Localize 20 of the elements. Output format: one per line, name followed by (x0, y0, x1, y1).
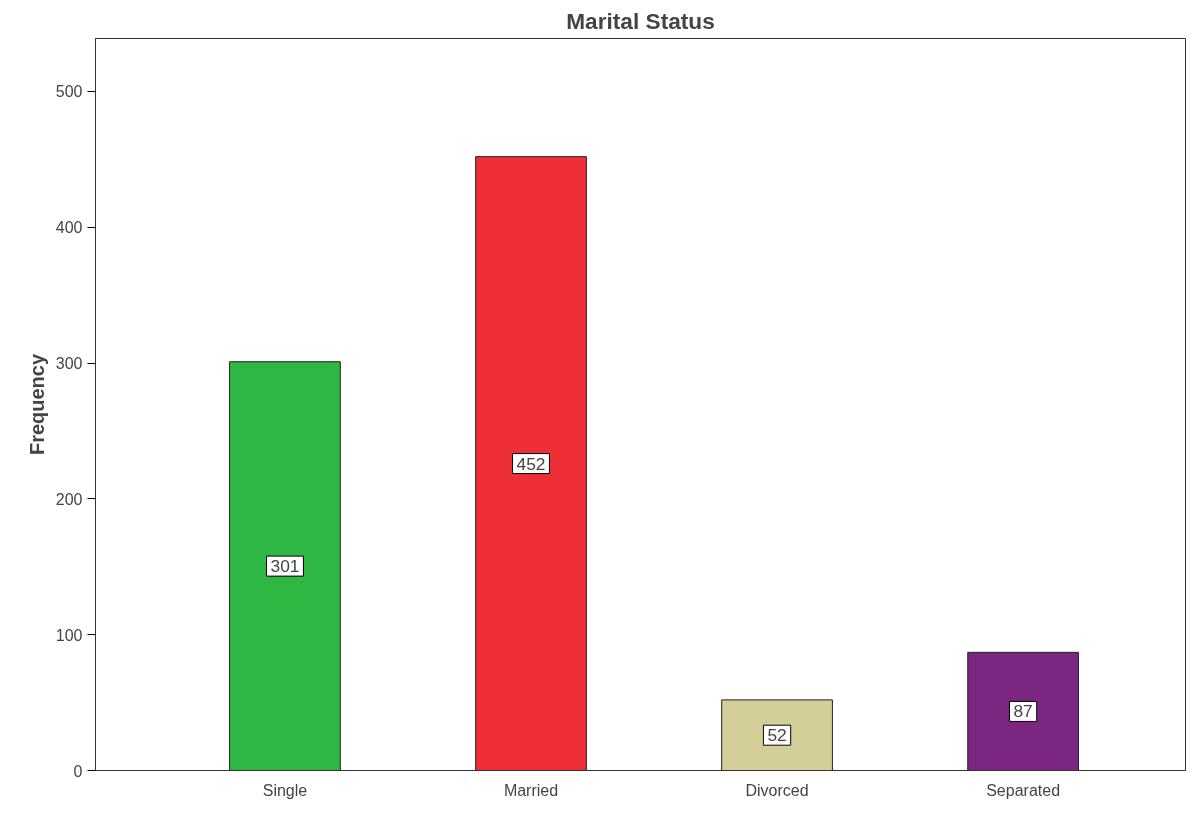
y-tick-label: 200 (55, 490, 83, 508)
x-tick-label: Separated (986, 781, 1061, 799)
data-label: 52 (767, 725, 787, 746)
y-tick-label: 400 (55, 219, 83, 237)
y-axis-title: Frequency (25, 353, 48, 456)
y-tick-label: 500 (55, 83, 83, 101)
data-label: 301 (270, 556, 300, 577)
x-tick-label: Single (262, 781, 308, 799)
bar (475, 156, 587, 771)
chart-title: Marital Status (566, 7, 715, 34)
y-tick-label: 300 (55, 355, 83, 373)
bar (229, 361, 341, 771)
bar (967, 651, 1079, 771)
data-label: 87 (1013, 701, 1033, 722)
data-label: 452 (516, 453, 546, 474)
bar (721, 699, 833, 771)
x-tick-label: Divorced (745, 781, 809, 799)
x-tick-label: Married (503, 781, 559, 799)
y-tick-label: 0 (73, 762, 83, 780)
y-tick-label: 100 (55, 626, 83, 644)
